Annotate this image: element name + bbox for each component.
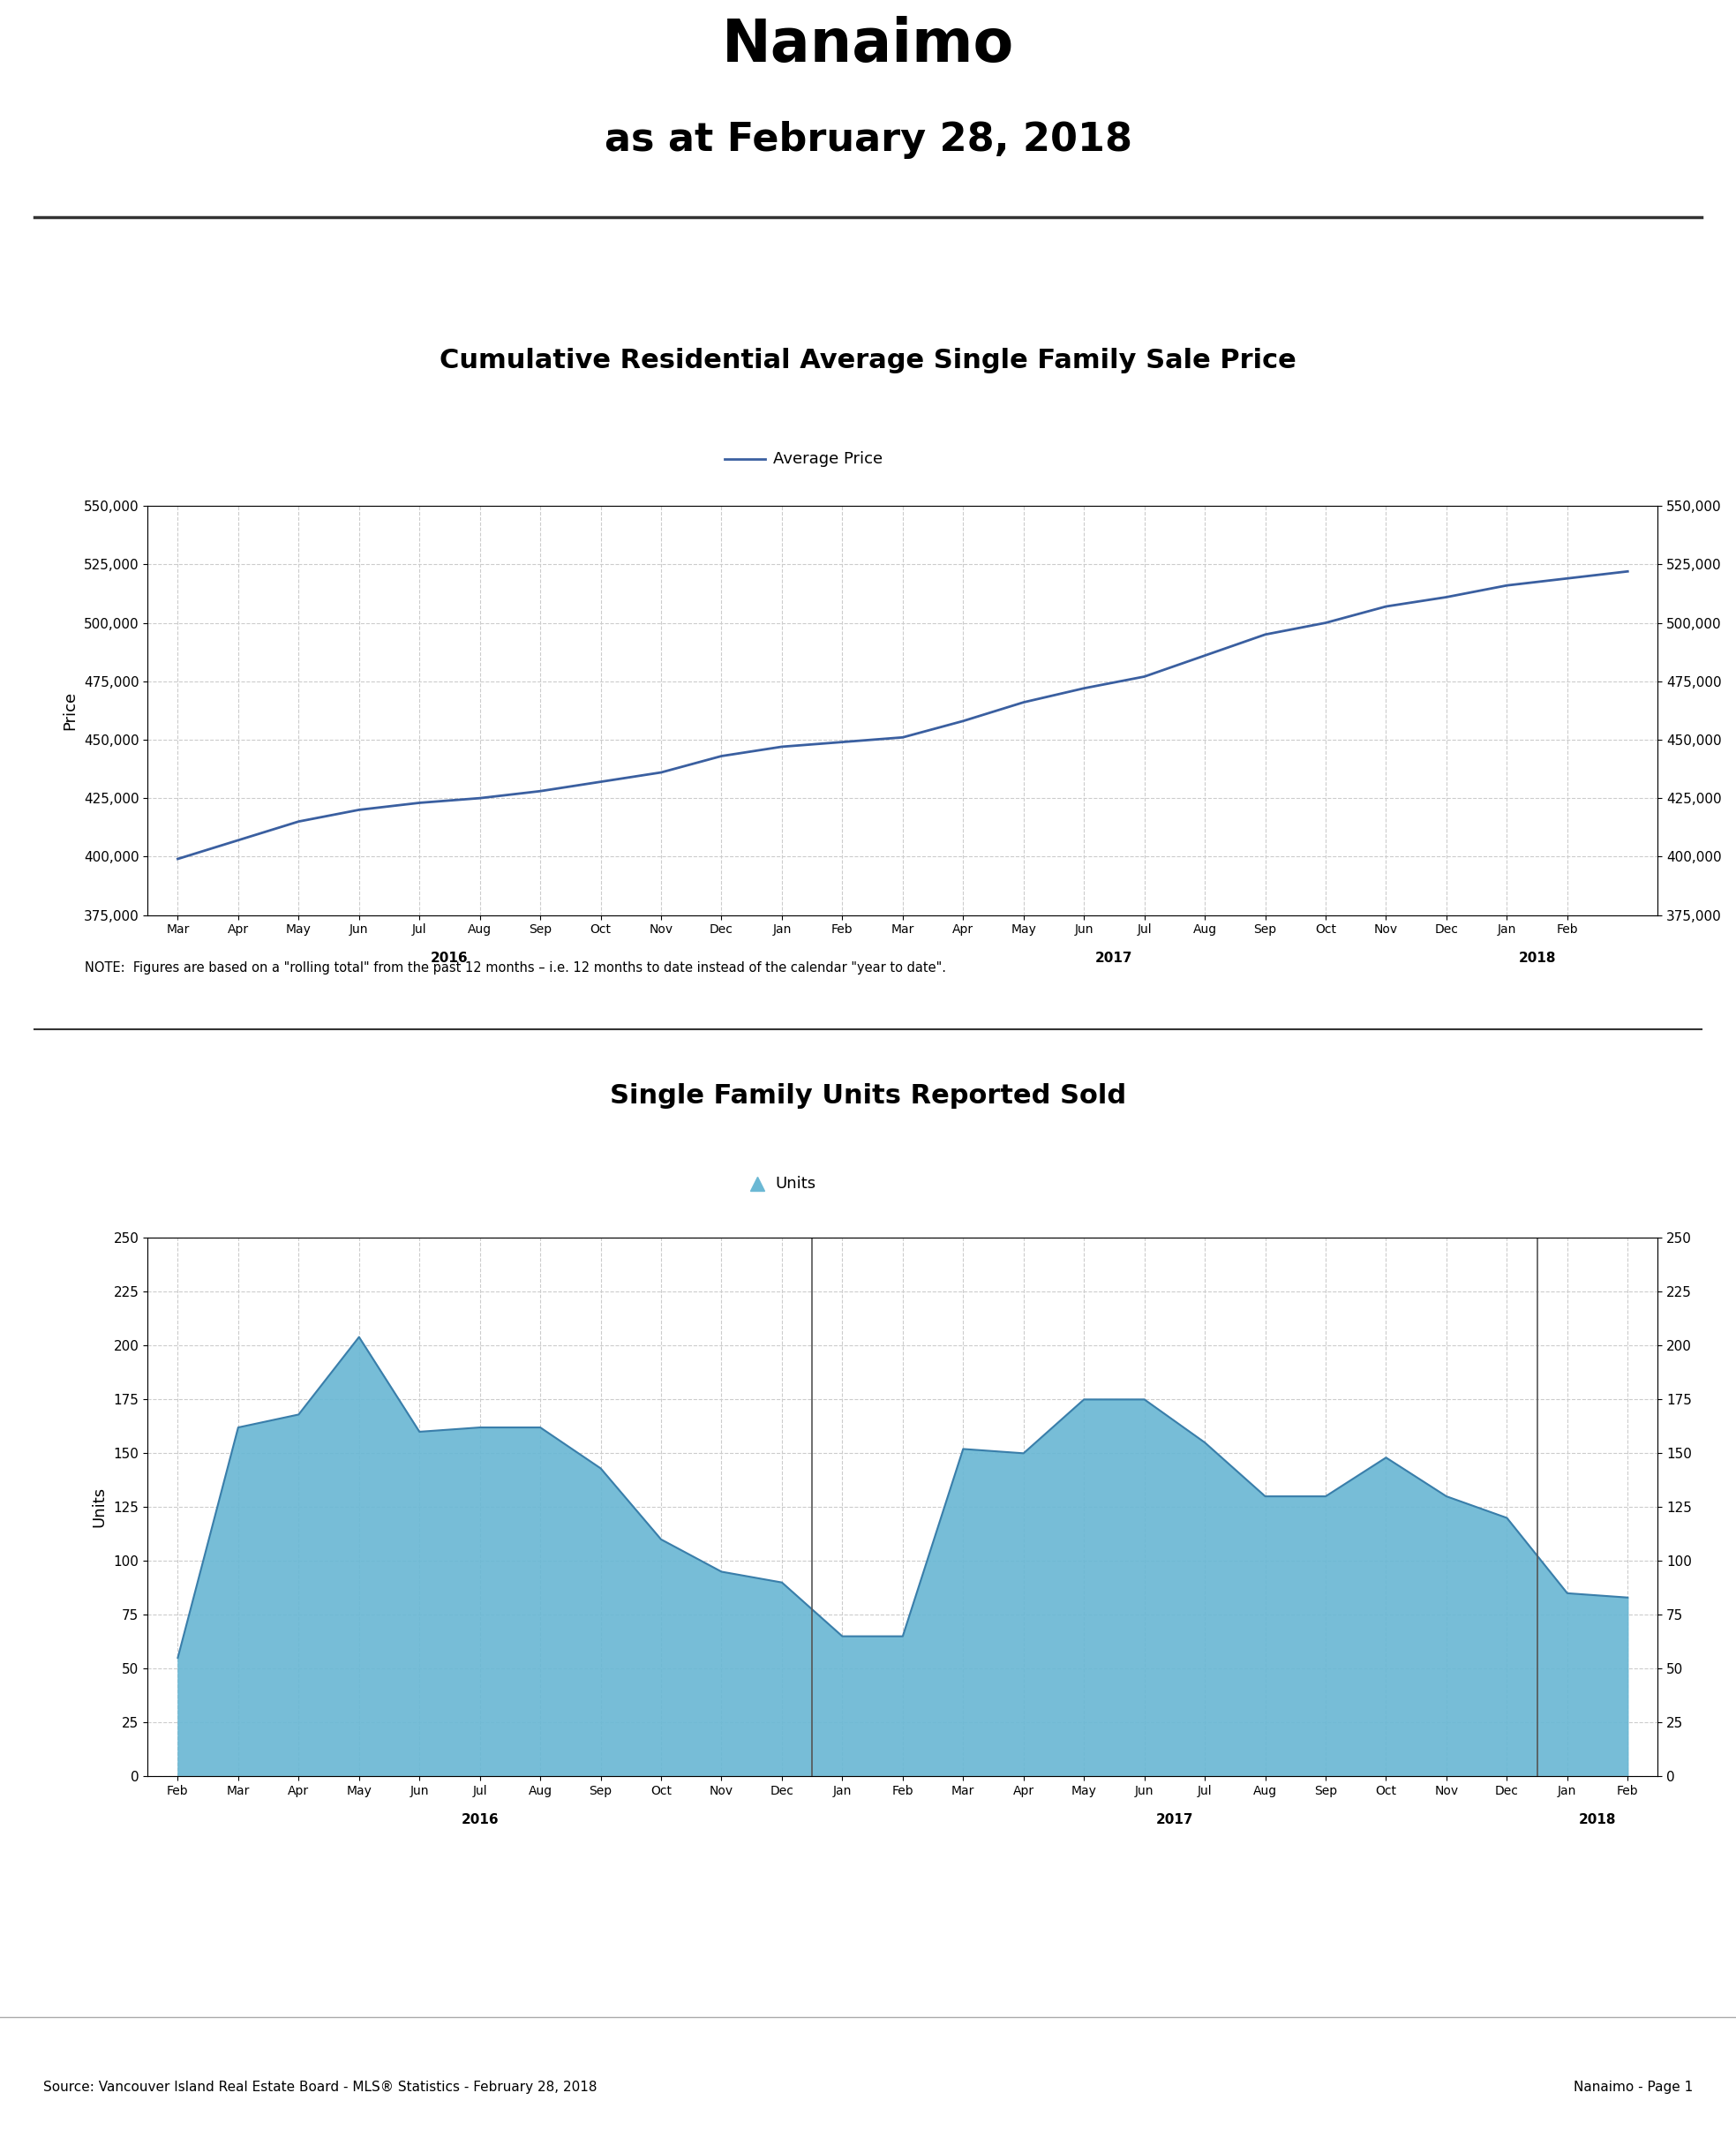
Text: Source: Vancouver Island Real Estate Board - MLS® Statistics - February 28, 2018: Source: Vancouver Island Real Estate Boa… — [43, 2080, 597, 2093]
Text: Cumulative Residential Average Single Family Sale Price: Cumulative Residential Average Single Fa… — [439, 349, 1297, 372]
Text: 2018: 2018 — [1519, 952, 1555, 965]
Text: Single Family Units Reported Sold: Single Family Units Reported Sold — [609, 1083, 1127, 1109]
Text: NOTE:  Figures are based on a "rolling total" from the past 12 months – i.e. 12 : NOTE: Figures are based on a "rolling to… — [85, 960, 946, 975]
Text: as at February 28, 2018: as at February 28, 2018 — [604, 121, 1132, 159]
Text: 2018: 2018 — [1578, 1813, 1616, 1826]
Text: Units: Units — [774, 1176, 816, 1193]
Text: 2016: 2016 — [431, 952, 469, 965]
Text: 2017: 2017 — [1095, 952, 1134, 965]
Text: Nanaimo: Nanaimo — [722, 15, 1014, 75]
Text: 2016: 2016 — [462, 1813, 498, 1826]
Y-axis label: Price: Price — [61, 691, 78, 730]
Y-axis label: Units: Units — [92, 1488, 108, 1526]
Text: Average Price: Average Price — [773, 450, 884, 467]
Text: 2017: 2017 — [1156, 1813, 1193, 1826]
Text: Nanaimo - Page 1: Nanaimo - Page 1 — [1573, 2080, 1693, 2093]
